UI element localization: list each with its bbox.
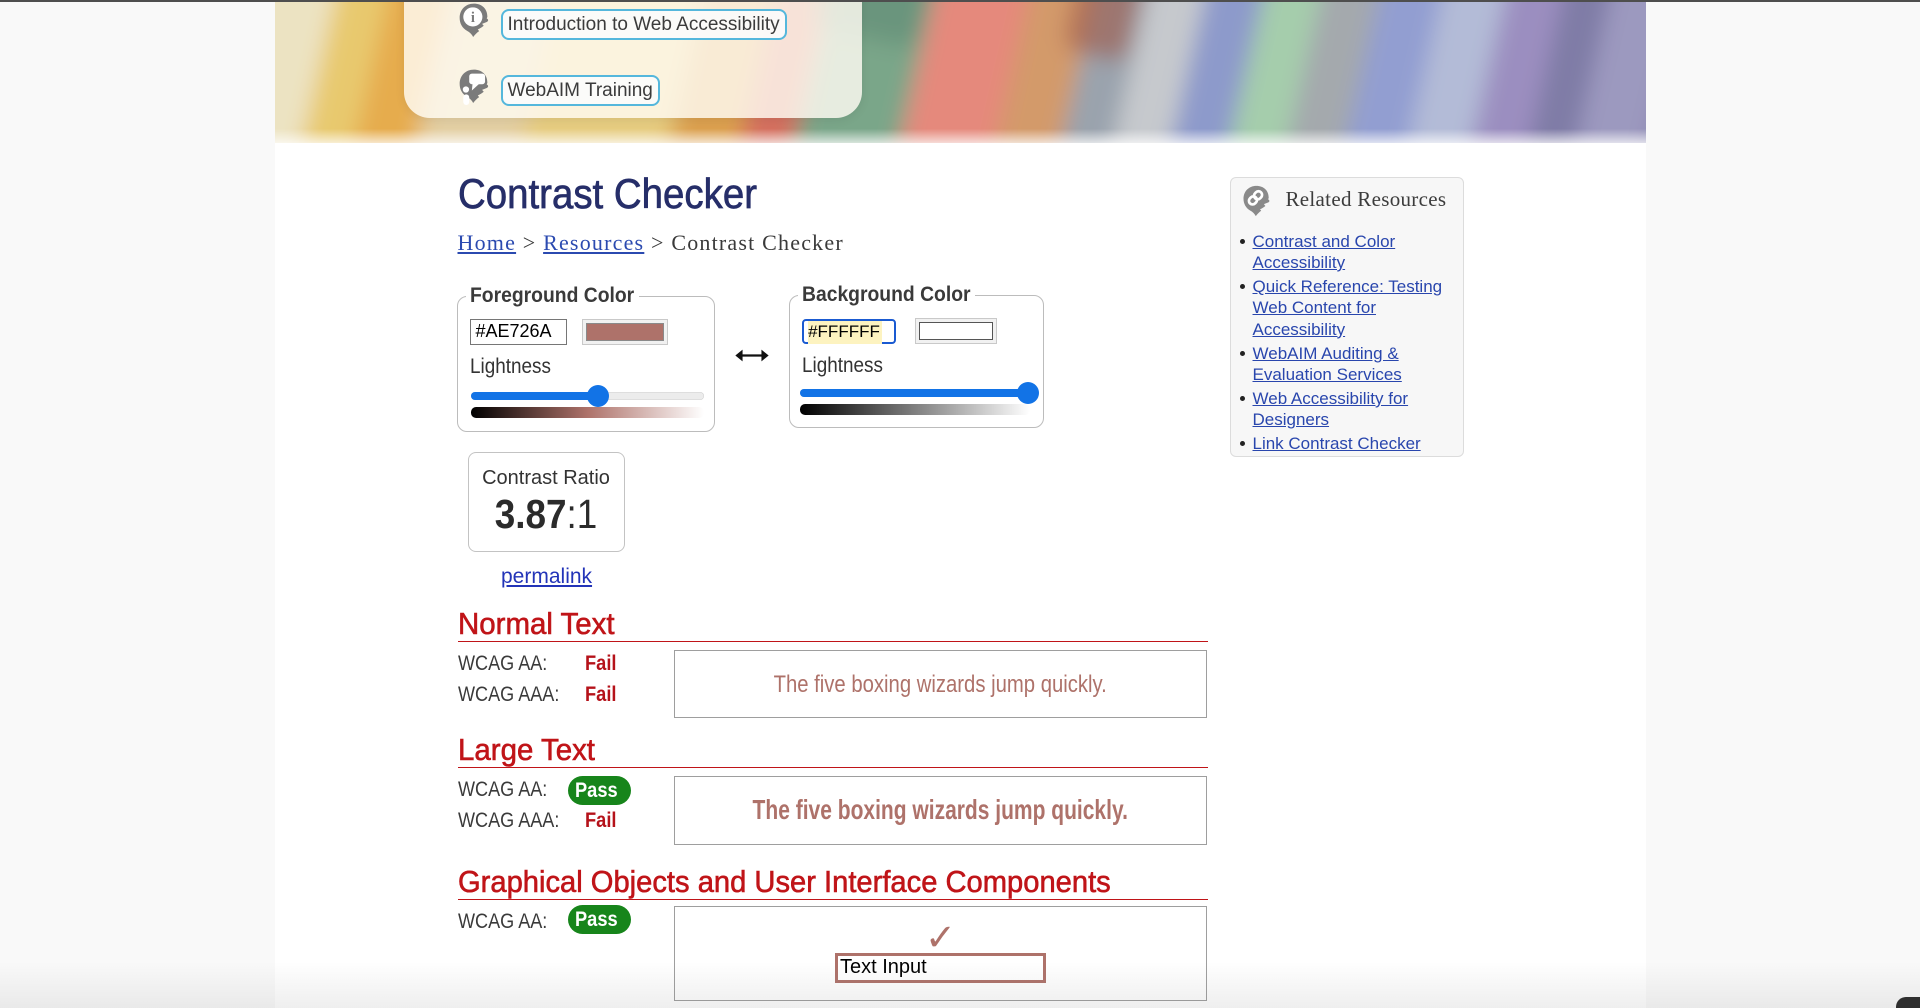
svg-text:i: i bbox=[470, 10, 474, 26]
